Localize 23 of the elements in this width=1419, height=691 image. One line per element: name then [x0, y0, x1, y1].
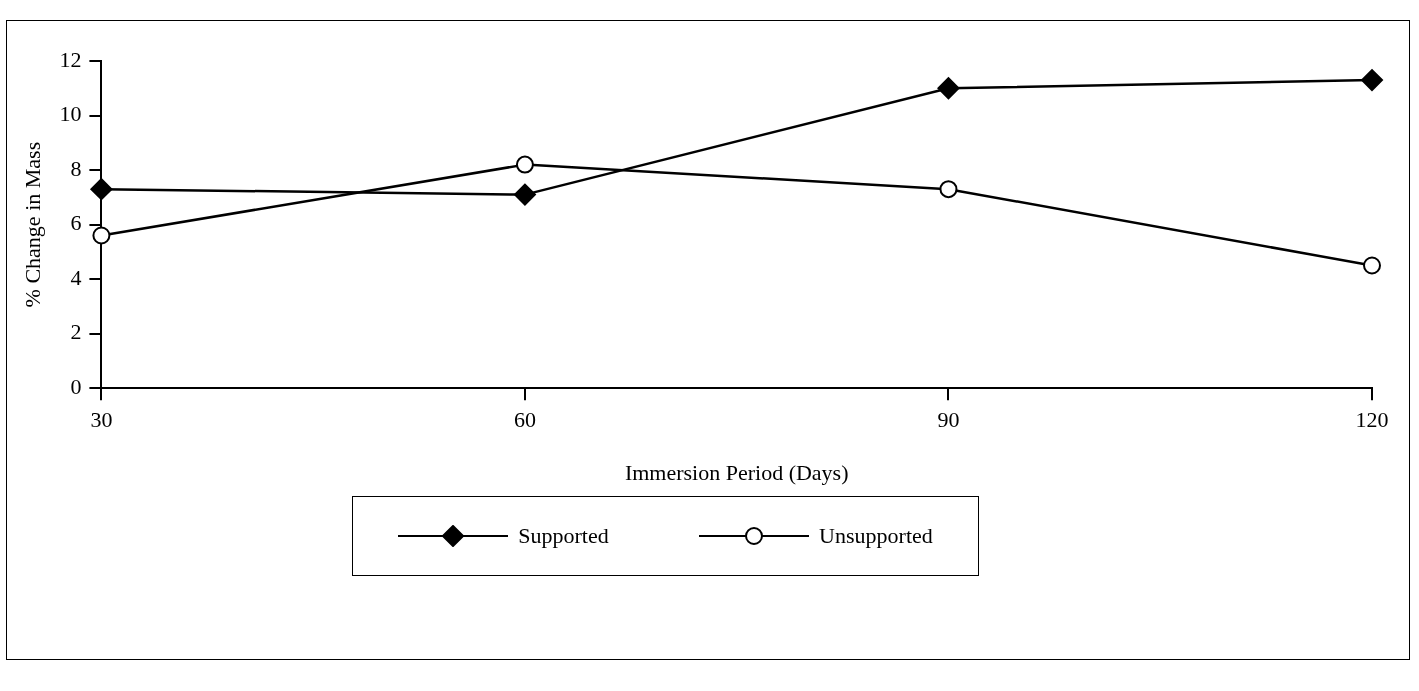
point [1361, 69, 1383, 92]
point [90, 178, 113, 201]
y-tick-label: 12 [59, 46, 82, 72]
point [1363, 256, 1381, 275]
point [937, 77, 960, 100]
legend-label: Supported [518, 523, 609, 549]
y-tick-label: 10 [59, 101, 82, 127]
y-tick-label: 6 [70, 210, 82, 236]
y-tick-label: 2 [70, 319, 82, 345]
x-tick-label: 60 [513, 407, 536, 433]
point [92, 226, 111, 245]
x-axis-title: Immersion Period (Days) [624, 459, 849, 485]
y-axis-title: % Change in Mass [19, 141, 45, 308]
x-tick-label: 90 [937, 407, 960, 433]
point [939, 180, 958, 199]
x-tick-label: 120 [1355, 407, 1389, 433]
point [515, 155, 534, 174]
y-tick-label: 4 [70, 264, 82, 290]
legend-label: Unsupported [819, 523, 933, 549]
y-tick-label: 8 [70, 155, 82, 181]
y-tick-label: 0 [70, 373, 82, 399]
point [513, 183, 536, 206]
x-tick-label: 30 [90, 407, 113, 433]
